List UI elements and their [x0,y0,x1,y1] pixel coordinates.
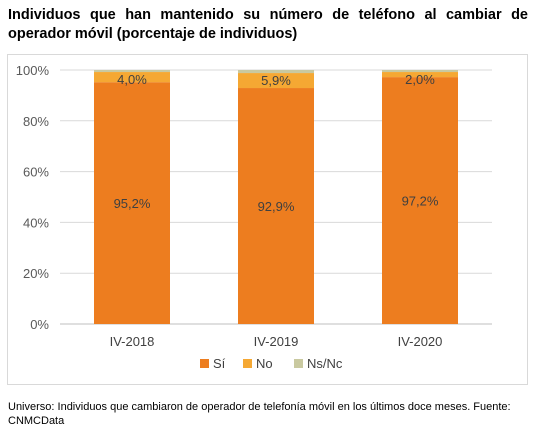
bar-s- [94,82,170,324]
legend-swatch [200,359,209,368]
legend-label: Sí [213,356,226,371]
y-tick-label: 80% [23,114,49,129]
data-label: 5,9% [261,73,291,88]
y-tick-label: 20% [23,266,49,281]
data-label: 97,2% [402,194,439,209]
bar-ns-nc [238,70,314,74]
bar-no [382,72,458,78]
x-tick-label: IV-2018 [110,334,155,349]
legend-label: No [256,356,273,371]
x-tick-label: IV-2020 [398,334,443,349]
y-tick-label: 100% [16,63,50,78]
bar-ns-nc [382,70,458,73]
legend-swatch [243,359,252,368]
bar-s- [238,88,314,324]
footnote: Universo: Individuos que cambiaron de op… [8,401,511,427]
x-tick-label: IV-2019 [254,334,299,349]
data-label: 92,9% [258,199,295,214]
data-label: 4,0% [117,72,147,87]
stacked-bar-chart: 0% 20% 40% 60% 80% 100% 95,2% 4,0% IV-2018 92,9% 5… [16,63,492,371]
bar-ns-nc [94,70,170,73]
data-label: 95,2% [114,196,151,211]
bar-s- [382,77,458,324]
chart-area [7,54,528,385]
chart-title: Individuos que han mantenido su número d… [8,7,528,42]
y-tick-label: 60% [23,165,49,180]
bar-no [94,72,170,83]
y-tick-label: 40% [23,215,49,230]
legend-swatch [294,359,303,368]
bar-no [238,73,314,89]
legend-label: Ns/Nc [307,356,343,371]
data-label: 2,0% [405,72,435,87]
y-tick-label: 0% [30,317,49,332]
